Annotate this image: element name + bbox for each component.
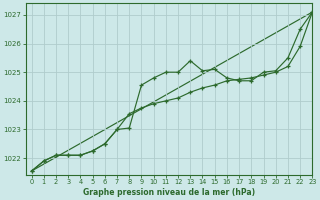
- X-axis label: Graphe pression niveau de la mer (hPa): Graphe pression niveau de la mer (hPa): [83, 188, 255, 197]
